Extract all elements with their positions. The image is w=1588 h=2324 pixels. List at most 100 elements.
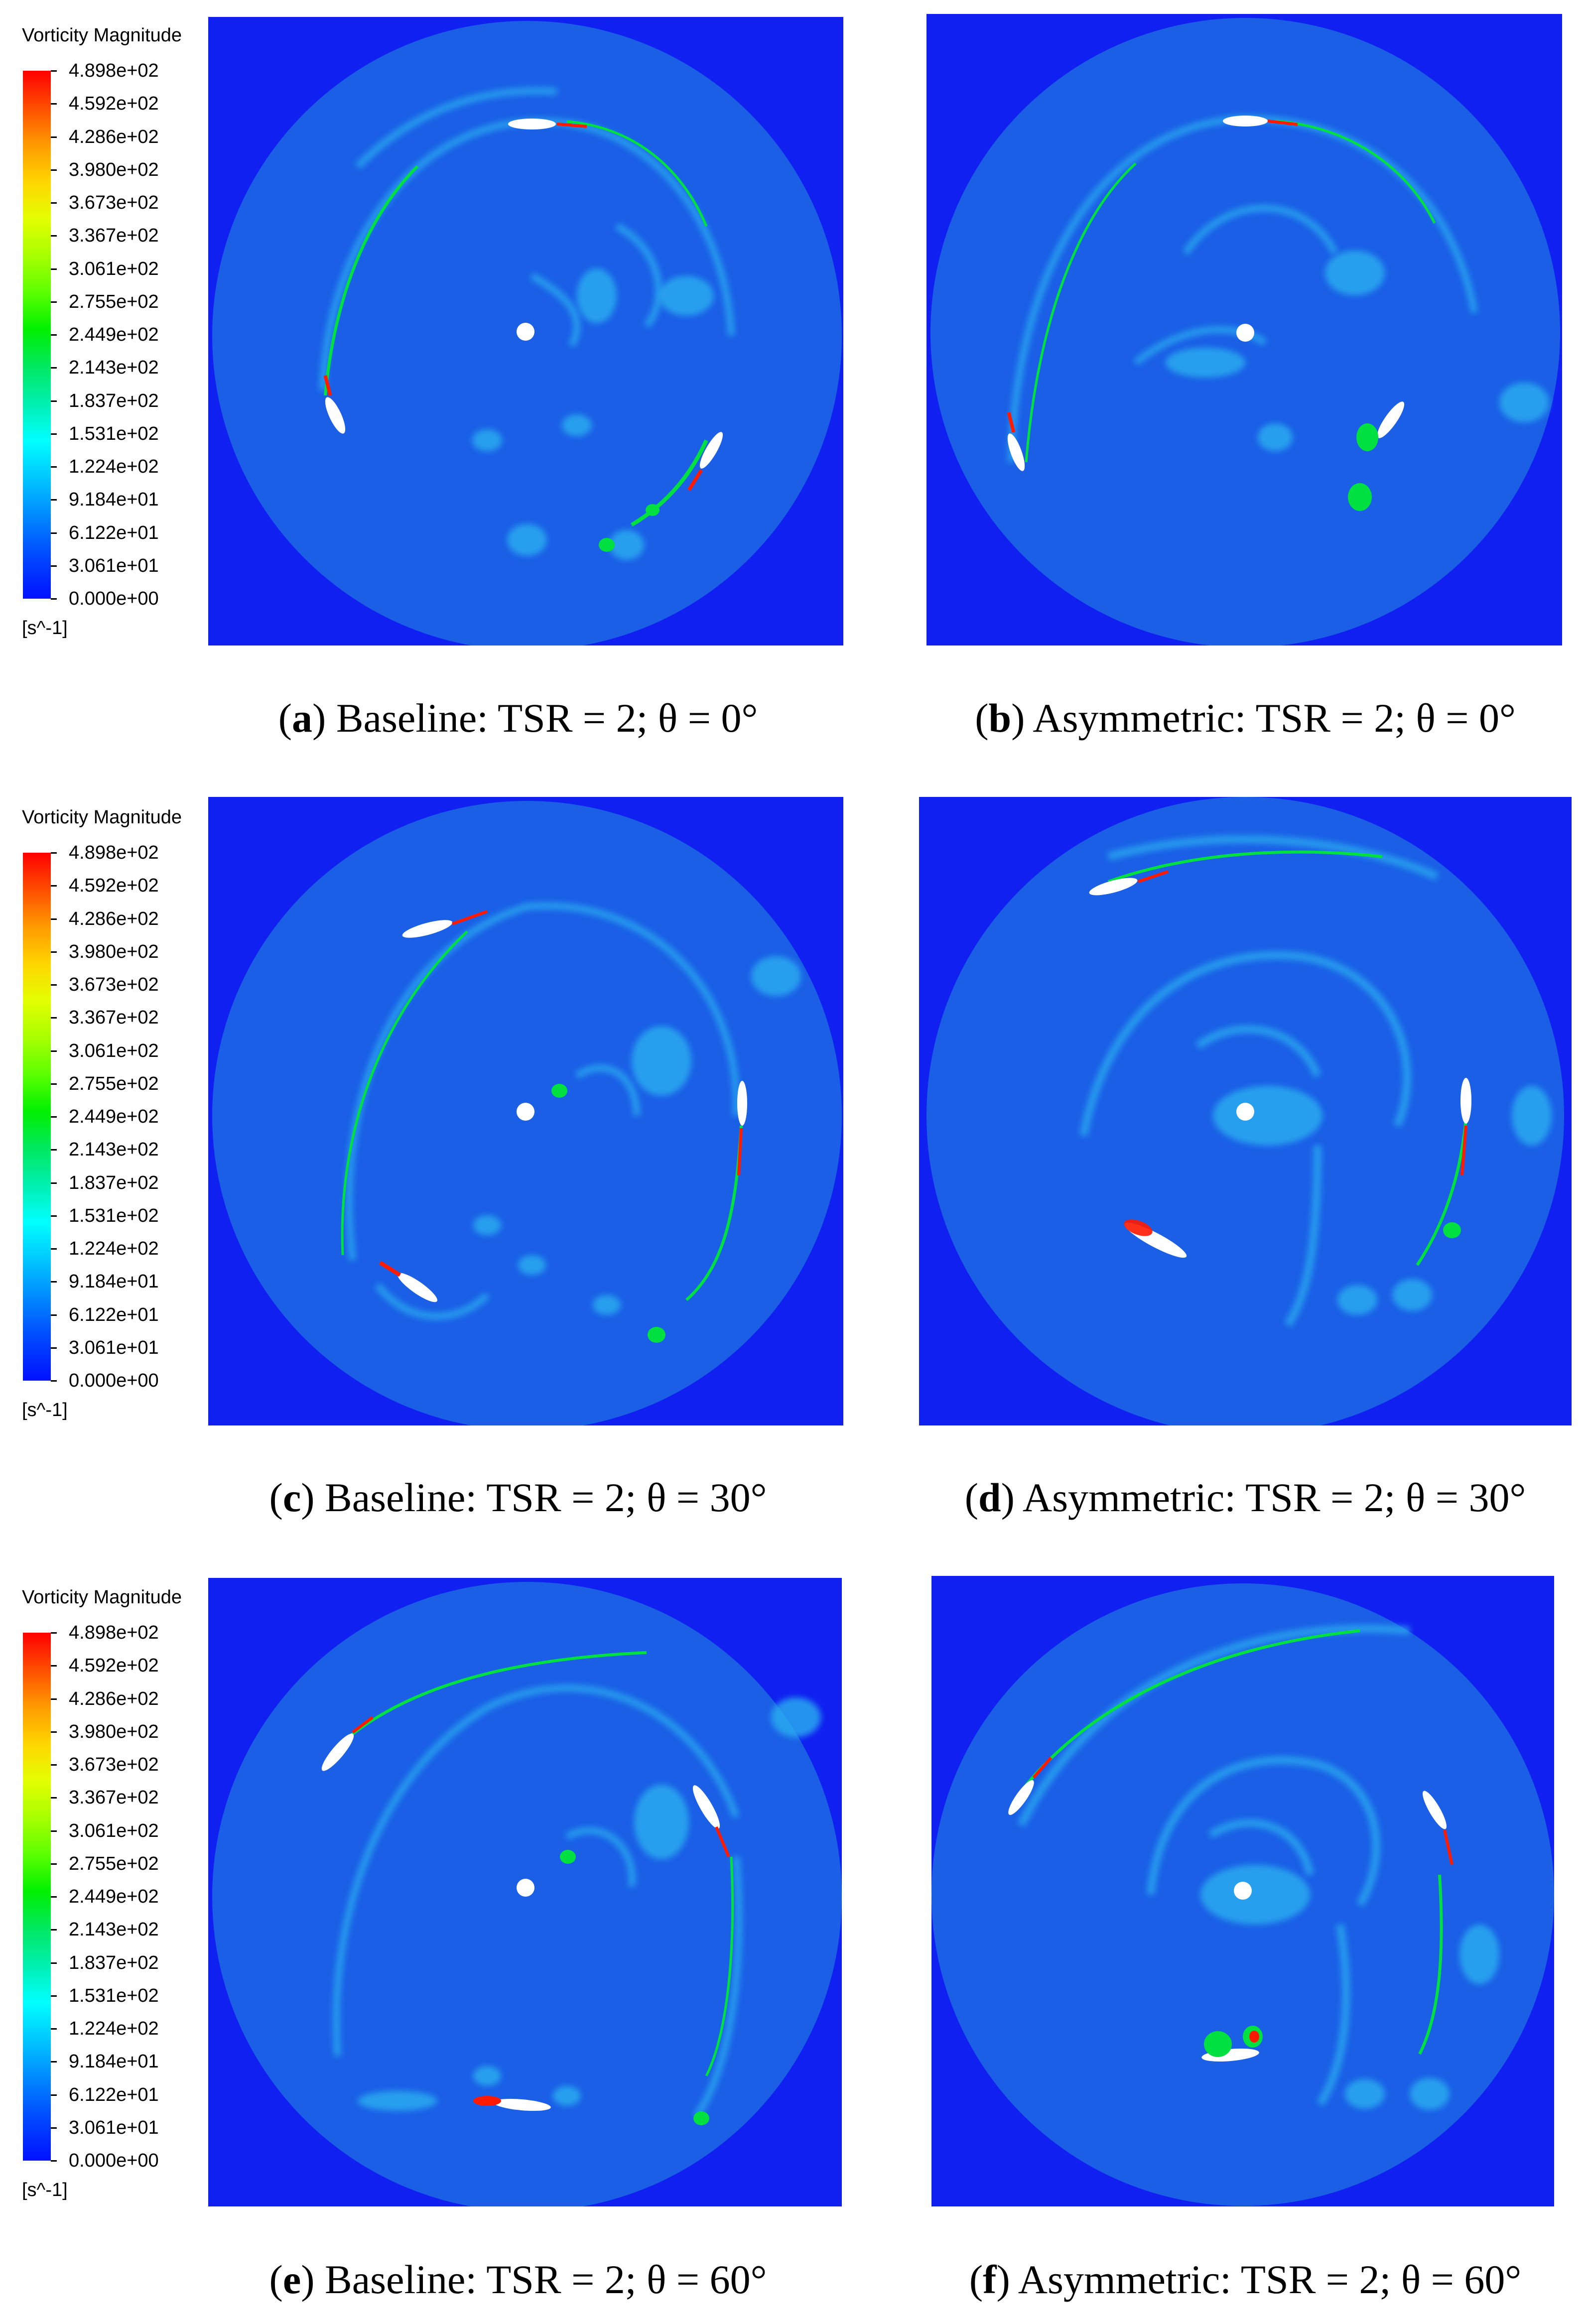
- legend-title: Vorticity Magnitude: [22, 25, 182, 46]
- colorbar-tick: [51, 885, 57, 887]
- colorbar-legend-3: Vorticity Magnitude 4.898e+02 4.592e+02 4.…: [19, 1587, 208, 2214]
- contour-plot-b: [926, 14, 1562, 646]
- colorbar-tick-label: 2.143e+02: [69, 1919, 159, 1940]
- colorbar-tick-label: 3.061e+02: [69, 1820, 159, 1841]
- colorbar-tick: [51, 367, 57, 369]
- caption-text: ) Asymmetric: TSR = 2; θ = 0°: [1011, 695, 1516, 741]
- colorbar-tick: [51, 1017, 57, 1019]
- colorbar-ticks: [51, 1632, 57, 2162]
- colorbar-legend-2: Vorticity Magnitude 4.898e+02 4.592e+02 4.…: [19, 807, 208, 1434]
- caption-text: ) Baseline: TSR = 2; θ = 0°: [312, 695, 758, 741]
- colorbar-tick-label: 2.755e+02: [69, 291, 159, 312]
- colorbar-tick: [51, 2094, 57, 2096]
- caption-letter: e: [282, 2257, 301, 2302]
- colorbar-tick-label: 6.122e+01: [69, 522, 159, 543]
- colorbar-tick-label: 1.531e+02: [69, 1985, 159, 2006]
- colorbar-tick-label: 2.755e+02: [69, 1073, 159, 1094]
- colorbar-tick: [51, 136, 57, 138]
- colorbar-tick: [51, 1698, 57, 1700]
- colorbar-tick: [51, 598, 57, 600]
- colorbar-tick: [51, 1116, 57, 1118]
- colorbar-tick: [51, 433, 57, 435]
- colorbar-tick: [51, 918, 57, 920]
- colorbar-tick-label: 3.980e+02: [69, 941, 159, 962]
- caption-text: ) Baseline: TSR = 2; θ = 60°: [301, 2257, 767, 2302]
- colorbar-tick-label: 3.061e+02: [69, 258, 159, 279]
- colorbar-tick: [51, 1863, 57, 1865]
- caption-d: (d) Asymmetric: TSR = 2; θ = 30°: [964, 1475, 1526, 1520]
- colorbar-tick: [51, 1347, 57, 1349]
- colorbar-tick: [51, 1797, 57, 1799]
- colorbar-tick: [51, 951, 57, 953]
- colorbar-tick: [51, 1830, 57, 1832]
- colorbar-tick-label: 3.980e+02: [69, 159, 159, 180]
- colorbar-tick-label: 4.898e+02: [69, 842, 159, 863]
- colorbar: [23, 853, 51, 1381]
- colorbar-tick: [51, 532, 57, 534]
- colorbar-tick: [51, 1215, 57, 1217]
- colorbar-tick-label: 3.061e+01: [69, 1337, 159, 1358]
- colorbar-tick-label: 3.061e+01: [69, 555, 159, 576]
- colorbar: [23, 1633, 51, 2161]
- colorbar-tick-label: 1.837e+02: [69, 390, 159, 411]
- colorbar-tick-label: 4.592e+02: [69, 1655, 159, 1677]
- colorbar-tick: [51, 1995, 57, 1997]
- caption-text: ) Asymmetric: TSR = 2; θ = 30°: [1001, 1475, 1526, 1520]
- colorbar-tick: [51, 852, 57, 854]
- colorbar-tick: [51, 1149, 57, 1151]
- colorbar-tick-label: 4.898e+02: [69, 60, 159, 81]
- colorbar-tick: [51, 70, 57, 72]
- colorbar-tick: [51, 984, 57, 986]
- colorbar-tick-label: 3.061e+02: [69, 1040, 159, 1061]
- colorbar-tick-label: 9.184e+01: [69, 1271, 159, 1292]
- colorbar-tick: [51, 268, 57, 270]
- caption-e: (e) Baseline: TSR = 2; θ = 60°: [269, 2257, 767, 2302]
- colorbar-tick: [51, 235, 57, 237]
- colorbar-tick-label: 3.673e+02: [69, 192, 159, 213]
- colorbar-tick-label: 4.592e+02: [69, 93, 159, 115]
- caption-text: ) Asymmetric: TSR = 2; θ = 60°: [996, 2257, 1522, 2302]
- legend-unit: [s^-1]: [22, 1400, 68, 1420]
- caption-text: ) Baseline: TSR = 2; θ = 30°: [301, 1475, 767, 1520]
- colorbar-tick: [51, 103, 57, 105]
- caption-c: (c) Baseline: TSR = 2; θ = 30°: [269, 1475, 767, 1520]
- colorbar-tick: [51, 1380, 57, 1382]
- colorbar-tick: [51, 2028, 57, 2030]
- colorbar-tick: [51, 1050, 57, 1052]
- colorbar-tick-label: 3.673e+02: [69, 1754, 159, 1775]
- contour-plot-a: [208, 17, 843, 646]
- caption-letter: f: [983, 2257, 997, 2302]
- legend-title: Vorticity Magnitude: [22, 807, 182, 828]
- colorbar-tick-label: 1.531e+02: [69, 423, 159, 444]
- colorbar-tick-label: 2.143e+02: [69, 1139, 159, 1161]
- colorbar-tick-label: 3.980e+02: [69, 1721, 159, 1742]
- legend-unit: [s^-1]: [22, 618, 68, 639]
- colorbar-tick-label: 1.224e+02: [69, 456, 159, 477]
- colorbar-tick-label: 3.367e+02: [69, 225, 159, 247]
- legend-title: Vorticity Magnitude: [22, 1587, 182, 1608]
- colorbar-tick: [51, 1929, 57, 1931]
- contour-plot-c: [208, 797, 843, 1425]
- colorbar-ticks: [51, 852, 57, 1382]
- colorbar-tick-label: 1.837e+02: [69, 1172, 159, 1193]
- colorbar-tick: [51, 1314, 57, 1316]
- colorbar-tick-label: 2.449e+02: [69, 1106, 159, 1127]
- colorbar-tick: [51, 1665, 57, 1667]
- colorbar-tick: [51, 301, 57, 303]
- caption-a: (a) Baseline: TSR = 2; θ = 0°: [278, 695, 758, 741]
- colorbar-tick: [51, 1896, 57, 1898]
- colorbar-tick: [51, 2127, 57, 2129]
- caption-letter: a: [292, 695, 313, 741]
- colorbar-tick-label: 3.367e+02: [69, 1007, 159, 1029]
- colorbar-tick-label: 4.592e+02: [69, 875, 159, 897]
- colorbar-tick: [51, 1182, 57, 1184]
- colorbar-tick-label: 1.837e+02: [69, 1952, 159, 1973]
- colorbar-tick: [51, 1632, 57, 1634]
- colorbar-tick-label: 2.755e+02: [69, 1853, 159, 1874]
- colorbar-tick: [51, 1248, 57, 1250]
- colorbar-tick: [51, 1962, 57, 1964]
- colorbar-tick-label: 1.224e+02: [69, 1238, 159, 1259]
- contour-plot-f: [931, 1576, 1554, 2206]
- colorbar-tick-label: 3.673e+02: [69, 974, 159, 995]
